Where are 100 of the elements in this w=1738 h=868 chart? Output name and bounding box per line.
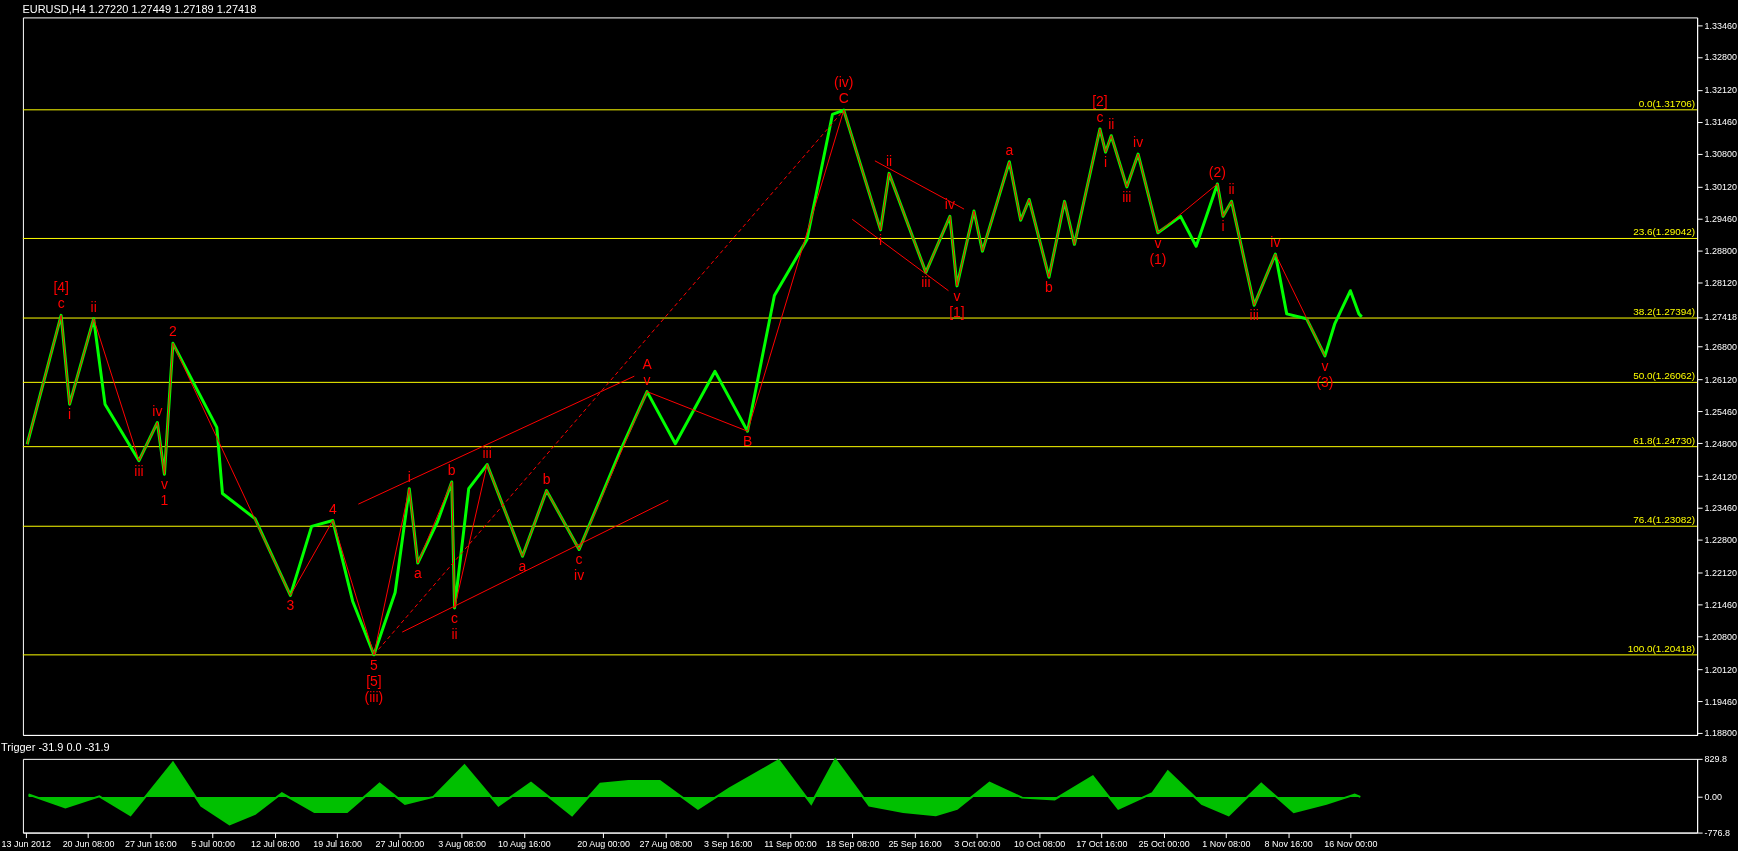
- y-tick-label: 829.8: [1704, 754, 1728, 765]
- annotation: B: [742, 433, 753, 450]
- y-tick-label: 1.32120: [1704, 85, 1737, 96]
- x-tick-label: 27 Jul 00:00: [375, 839, 425, 850]
- annotation: b: [542, 470, 551, 487]
- annotation: 5: [370, 656, 379, 673]
- x-tick-label: 10 Oct 08:00: [1013, 839, 1066, 850]
- y-tick-label: 1.30120: [1704, 181, 1737, 192]
- x-tick-label: 20 Jun 08:00: [62, 839, 115, 850]
- annotation: v: [160, 476, 168, 493]
- annotation: a: [413, 564, 422, 581]
- annotation: b: [1045, 279, 1054, 296]
- y-tick-label: 1.33460: [1704, 20, 1737, 31]
- y-tick-label: 0.00: [1704, 792, 1723, 803]
- ref-line-label: 76.4(1.23082): [1633, 514, 1696, 526]
- y-tick-label: 1.24120: [1704, 471, 1737, 482]
- y-tick-label: -776.8: [1704, 828, 1731, 839]
- annotation: iii: [1249, 307, 1259, 324]
- x-tick-label: 1 Nov 08:00: [1202, 839, 1251, 850]
- x-tick-label: 13 Jun 2012: [1, 839, 51, 850]
- annotation: (1): [1149, 250, 1167, 267]
- x-tick-label: 18 Sep 08:00: [826, 839, 880, 850]
- annotation: iii: [482, 444, 492, 461]
- annotation: ii: [885, 153, 893, 170]
- y-tick-label: 1.29460: [1704, 213, 1737, 224]
- annotation: 1: [160, 492, 169, 509]
- y-tick-label: 1.31460: [1704, 117, 1737, 128]
- annotation: ii: [1108, 115, 1115, 132]
- ref-line-label: 23.6(1.29042): [1633, 226, 1696, 238]
- annotation: c: [1096, 108, 1104, 125]
- annotation: [5]: [366, 672, 382, 689]
- annotation: iv: [574, 567, 585, 584]
- y-tick-label: 1.25460: [1704, 406, 1737, 417]
- chart-title: Trigger -31.9 0.0 -31.9: [1, 740, 110, 753]
- annotation: iv: [152, 402, 163, 419]
- x-tick-label: 3 Oct 00:00: [954, 839, 1001, 850]
- y-tick-label: 1.27418: [1704, 312, 1737, 323]
- annotation: i: [68, 406, 72, 423]
- annotation: ii: [1228, 181, 1235, 198]
- x-tick-label: 8 Nov 16:00: [1264, 839, 1313, 850]
- x-tick-label: 25 Oct 00:00: [1138, 839, 1190, 850]
- annotation: c: [451, 609, 459, 626]
- annotation: iv: [1270, 234, 1281, 251]
- y-tick-label: 1.26800: [1704, 342, 1737, 353]
- y-tick-label: 1.28120: [1704, 278, 1737, 289]
- annotation: c: [575, 551, 583, 568]
- annotation: 3: [286, 597, 295, 614]
- annotation: i: [1221, 218, 1225, 235]
- y-tick-label: 1.24800: [1704, 438, 1737, 449]
- y-tick-label: 1.18800: [1704, 728, 1737, 739]
- x-tick-label: 16 Nov 00:00: [1324, 839, 1378, 850]
- ref-line-label: 50.0(1.26062): [1633, 370, 1696, 382]
- ref-line-label: 61.8(1.24730): [1633, 434, 1696, 446]
- x-tick-label: 20 Aug 00:00: [577, 839, 631, 850]
- y-tick-label: 1.22800: [1704, 535, 1737, 546]
- annotation: (2): [1208, 164, 1226, 181]
- y-tick-label: 1.28800: [1704, 245, 1737, 256]
- annotation: iv: [1133, 134, 1144, 151]
- annotation: a: [518, 558, 527, 575]
- annotation: v: [953, 287, 961, 304]
- y-tick-label: 1.32800: [1704, 52, 1737, 63]
- annotation: v: [1154, 234, 1162, 251]
- y-tick-label: 1.20800: [1704, 631, 1737, 642]
- x-tick-label: 3 Sep 16:00: [704, 839, 753, 850]
- annotation: [4]: [53, 279, 69, 296]
- x-tick-label: 11 Sep 00:00: [764, 839, 817, 850]
- annotation: (iv): [834, 74, 854, 91]
- ref-line-label: 0.0(1.31706): [1638, 97, 1696, 109]
- annotation: v: [1321, 357, 1329, 374]
- x-tick-label: 5 Jul 00:00: [191, 839, 235, 850]
- annotation: C: [838, 90, 849, 107]
- annotation: a: [1005, 141, 1014, 158]
- annotation: i: [407, 468, 411, 485]
- y-tick-label: 1.19460: [1704, 696, 1737, 707]
- x-tick-label: 27 Aug 08:00: [639, 839, 693, 850]
- annotation: iii: [1122, 188, 1132, 205]
- y-tick-label: 1.23460: [1704, 503, 1737, 514]
- x-tick-label: 27 Jun 16:00: [124, 839, 177, 850]
- annotation: 4: [328, 500, 337, 517]
- annotation: ii: [90, 298, 97, 315]
- annotation: i: [879, 231, 883, 248]
- annotation: iii: [921, 274, 931, 291]
- annotation: A: [642, 355, 653, 372]
- y-tick-label: 1.20120: [1704, 664, 1737, 675]
- y-tick-label: 1.30800: [1704, 149, 1737, 160]
- annotation: ii: [451, 625, 458, 642]
- annotation: [1]: [949, 303, 965, 320]
- x-tick-label: 25 Sep 16:00: [888, 839, 942, 850]
- x-tick-label: 10 Aug 16:00: [498, 839, 551, 850]
- y-tick-label: 1.21460: [1704, 600, 1737, 611]
- x-tick-label: 12 Jul 08:00: [250, 839, 300, 850]
- annotation: [2]: [1092, 93, 1108, 110]
- y-tick-label: 1.26120: [1704, 375, 1737, 386]
- chart-title: EURUSD,H4 1.27220 1.27449 1.27189 1.27418: [22, 3, 257, 16]
- x-tick-label: 17 Oct 16:00: [1076, 839, 1128, 850]
- x-tick-label: 19 Jul 16:00: [313, 839, 363, 850]
- y-tick-label: 1.22120: [1704, 568, 1737, 579]
- x-tick-label: 3 Aug 08:00: [438, 839, 487, 850]
- ref-line-label: 100.0(1.20418): [1627, 642, 1696, 654]
- annotation: (iii): [364, 688, 384, 705]
